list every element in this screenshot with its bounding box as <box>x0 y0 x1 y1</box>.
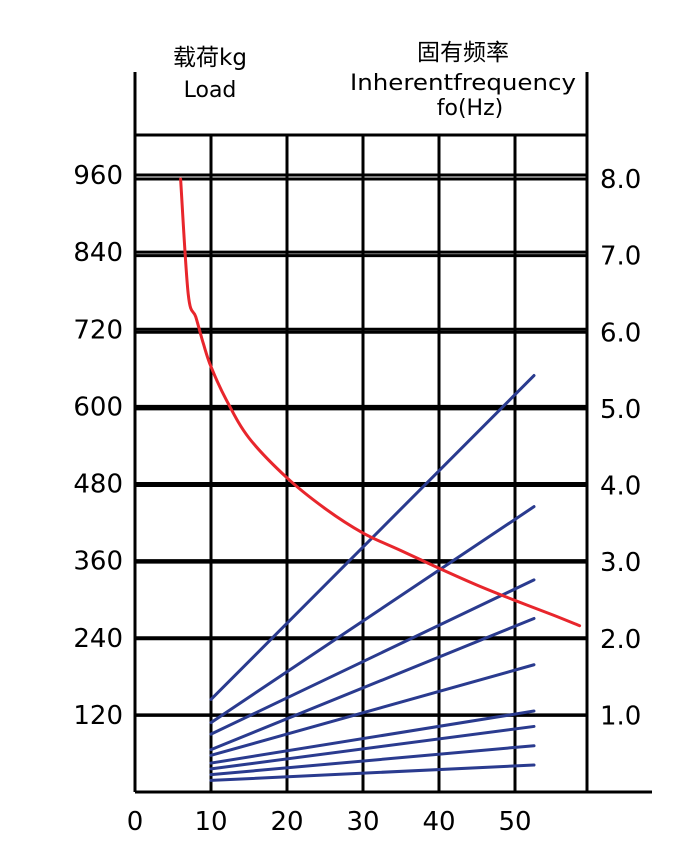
right-tick-label: 7.0 <box>600 242 641 272</box>
right-header-en: Inherentfrequency <box>350 71 576 96</box>
left-tick-label: 600 <box>73 392 123 422</box>
left-header-en: Load <box>184 78 237 103</box>
x-tick-label: 30 <box>346 807 379 837</box>
x-tick-label: 0 <box>127 807 144 837</box>
right-tick-label: 4.0 <box>600 472 641 502</box>
x-tick-label: 10 <box>194 807 227 837</box>
load-line-3 <box>209 578 536 736</box>
right-tick-label: 5.0 <box>600 395 641 425</box>
load-line-4 <box>209 616 536 752</box>
right-tick-label: 3.0 <box>600 548 641 578</box>
load-line-7 <box>209 724 536 771</box>
right-tick-label: 6.0 <box>600 318 641 348</box>
right-tick-label: 2.0 <box>600 625 641 655</box>
right-header-sub: fo(Hz) <box>437 96 503 121</box>
x-tick-label: 20 <box>270 807 303 837</box>
left-tick-label: 840 <box>73 238 123 268</box>
load-line-5 <box>209 663 536 757</box>
left-tick-label: 960 <box>73 161 123 191</box>
left-header-zh: 载荷kg <box>173 45 247 71</box>
right-header-zh: 固有频率 <box>417 40 509 66</box>
load-line-9 <box>209 763 536 782</box>
left-tick-label: 720 <box>73 315 123 345</box>
load-line-6 <box>209 709 536 765</box>
chart-series <box>179 177 582 782</box>
left-tick-label: 480 <box>73 470 123 500</box>
right-tick-label: 1.0 <box>600 701 641 731</box>
right-tick-label: 8.0 <box>600 165 641 195</box>
x-tick-label: 50 <box>498 807 531 837</box>
left-tick-label: 360 <box>73 547 123 577</box>
x-tick-label: 40 <box>422 807 455 837</box>
chart-grid <box>133 72 652 794</box>
load-line-8 <box>209 744 536 777</box>
left-tick-label: 240 <box>73 624 123 654</box>
chart-labels: 载荷kg Load 固有频率 Inherentfrequency fo(Hz) … <box>73 40 641 837</box>
left-tick-label: 120 <box>73 701 123 731</box>
frequency-curve <box>179 177 582 628</box>
load-line-2 <box>209 505 536 725</box>
